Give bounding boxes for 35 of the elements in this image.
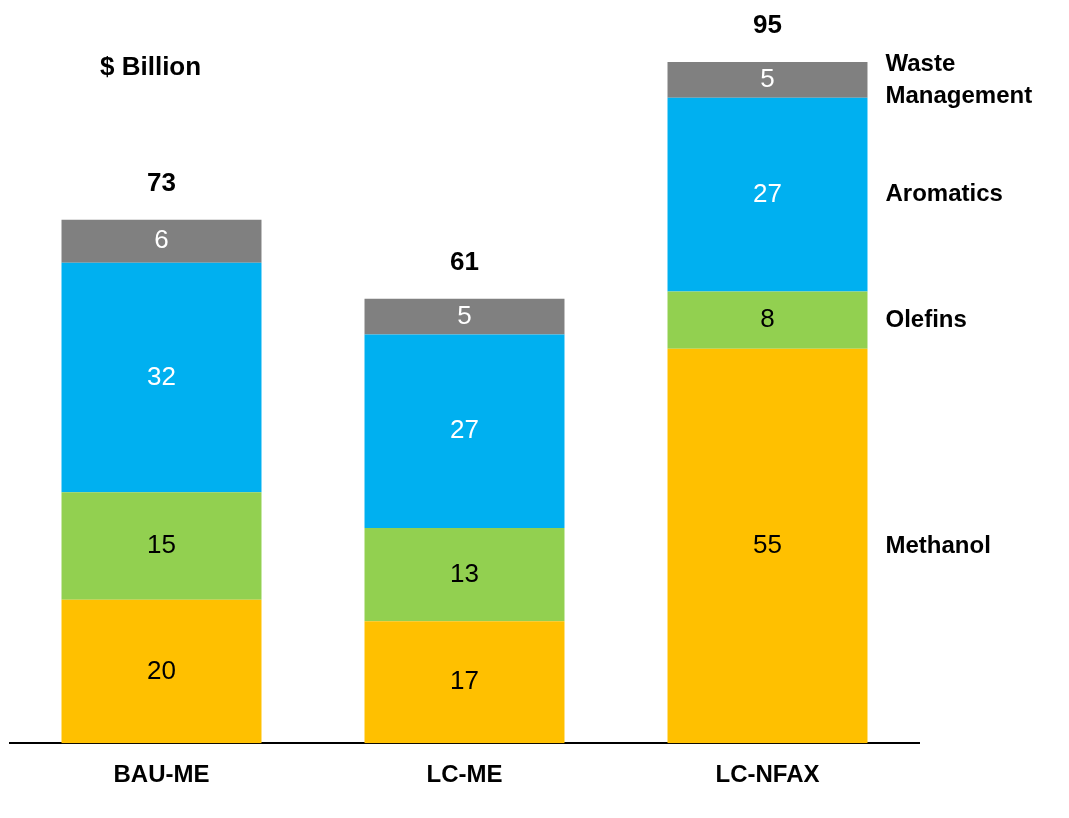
bar [364, 298, 565, 335]
data-label: 32 [147, 360, 176, 391]
series-label: Waste Management [885, 48, 1033, 108]
data-label: 8 [760, 303, 775, 334]
data-label: 13 [450, 557, 479, 588]
data-label: 27 [450, 414, 479, 445]
data-label: 15 [147, 529, 176, 560]
data-label: 17 [450, 665, 479, 696]
bar [61, 599, 262, 744]
data-label: 6 [154, 224, 169, 255]
bar [667, 348, 868, 744]
chart-title: $ Billion [100, 51, 202, 82]
x-tick-label: LC-ME [426, 760, 503, 788]
bar [364, 334, 565, 529]
series-label: Aromatics [885, 179, 1003, 207]
bar [61, 262, 262, 493]
total-label: 61 [450, 245, 479, 276]
bar [667, 62, 868, 98]
bar [61, 492, 262, 600]
data-label: 55 [753, 529, 782, 560]
bar [364, 528, 565, 622]
x-tick-label: BAU-ME [113, 760, 210, 788]
total-label: 73 [147, 166, 176, 197]
data-label: 27 [753, 177, 782, 208]
data-label: 20 [147, 654, 176, 685]
series-label: Olefins [885, 304, 967, 332]
series-label: Methanol [885, 530, 991, 558]
data-label: 5 [760, 63, 775, 94]
bar [364, 621, 565, 744]
bar [61, 219, 262, 263]
bar [667, 97, 868, 292]
x-tick-label: LC-NFAX [715, 760, 820, 788]
bar [667, 291, 868, 349]
total-label: 95 [753, 9, 782, 40]
data-label: 5 [457, 299, 472, 330]
